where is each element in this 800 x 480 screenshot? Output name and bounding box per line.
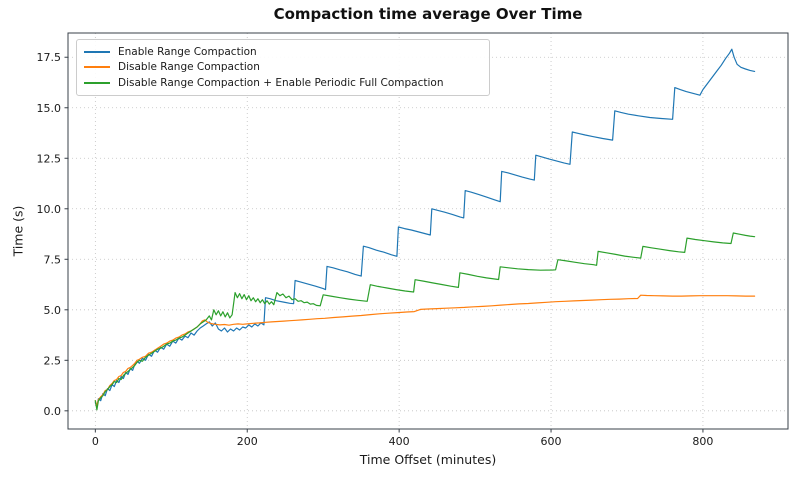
- x-tick-label: 600: [541, 435, 562, 448]
- series-line-2: [94, 232, 756, 411]
- legend-label: Enable Range Compaction: [118, 45, 257, 58]
- legend-item-disable-range-plus-periodic-full: Disable Range Compaction + Enable Period…: [84, 75, 481, 91]
- series-line-0: [94, 48, 756, 408]
- plot-border: [67, 32, 789, 430]
- legend: Enable Range Compaction Disable Range Co…: [76, 39, 490, 96]
- y-tick-label: 2.5: [44, 354, 62, 367]
- y-tick-label: 7.5: [44, 253, 62, 266]
- legend-label: Disable Range Compaction: [118, 61, 260, 74]
- y-tick-label: 15.0: [37, 102, 62, 115]
- legend-line-sample-green: [84, 81, 110, 84]
- y-tick-label: 0.0: [44, 405, 62, 418]
- legend-item-disable-range-compaction: Disable Range Compaction: [84, 60, 481, 76]
- y-tick-label: 12.5: [37, 152, 62, 165]
- legend-label: Disable Range Compaction + Enable Period…: [118, 76, 444, 89]
- x-tick-label: 400: [389, 435, 410, 448]
- x-tick-label: 0: [92, 435, 99, 448]
- series-line-1: [94, 294, 756, 407]
- y-tick-label: 5.0: [44, 304, 62, 317]
- legend-line-sample-orange: [84, 66, 110, 69]
- x-axis-label: Time Offset (minutes): [359, 452, 497, 467]
- legend-item-enable-range-compaction: Enable Range Compaction: [84, 44, 481, 60]
- x-tick-label: 200: [237, 435, 258, 448]
- y-tick-label: 10.0: [37, 203, 62, 216]
- y-axis-label: Time (s): [10, 205, 26, 257]
- legend-line-sample-blue: [84, 50, 110, 53]
- x-tick-label: 800: [692, 435, 713, 448]
- chart-title: Compaction time average Over Time: [273, 5, 583, 23]
- y-tick-label: 17.5: [37, 51, 62, 64]
